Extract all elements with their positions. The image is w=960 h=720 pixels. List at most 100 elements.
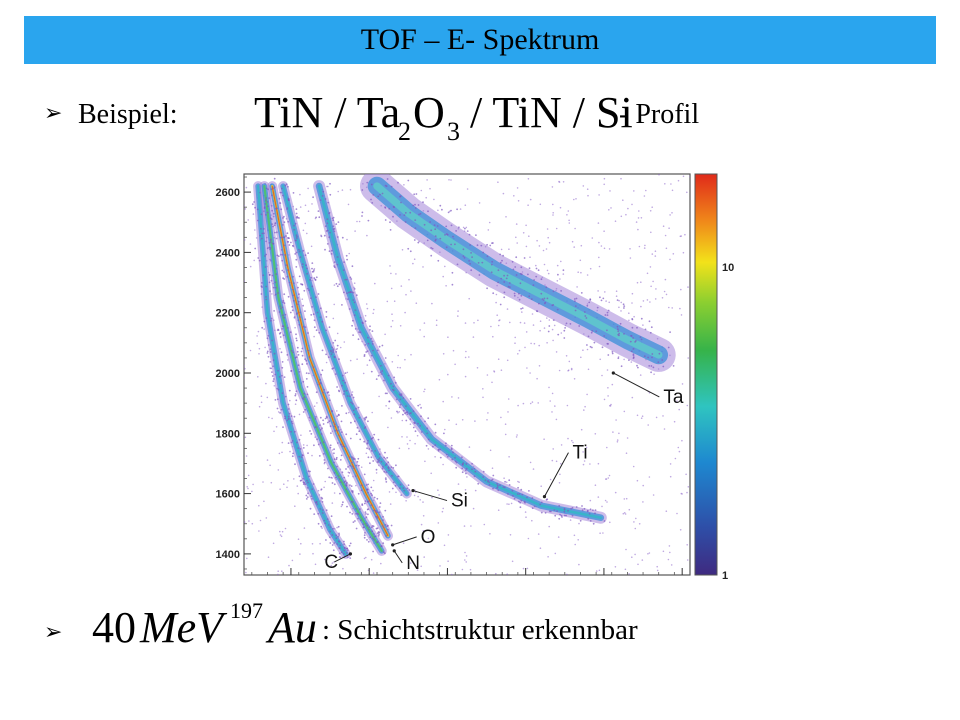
background-count-dot — [358, 220, 361, 223]
background-count-dot — [430, 472, 432, 475]
background-count-dot — [273, 385, 276, 387]
background-count-dot — [279, 488, 281, 491]
background-count-dot — [665, 293, 668, 296]
background-count-dot — [356, 358, 358, 360]
background-count-dot — [294, 505, 296, 508]
background-count-dot — [514, 336, 516, 339]
colorbar-tick-label: 1 — [722, 570, 728, 580]
background-count-dot — [627, 207, 629, 210]
background-count-dot — [529, 372, 531, 374]
background-count-dot — [372, 572, 375, 574]
example-label: Beispiel: — [78, 99, 178, 130]
background-count-dot — [637, 228, 639, 231]
background-count-dot — [527, 204, 529, 206]
background-count-dot — [355, 484, 357, 487]
background-count-dot — [366, 234, 368, 237]
background-count-dot — [521, 311, 523, 313]
background-count-dot — [600, 245, 603, 247]
background-count-dot — [686, 544, 688, 546]
background-count-dot — [422, 501, 424, 503]
background-count-dot — [670, 183, 672, 185]
background-count-dot — [373, 308, 375, 311]
background-count-dot — [472, 507, 475, 510]
background-count-dot — [624, 568, 627, 571]
background-count-dot — [500, 369, 503, 371]
background-count-dot — [524, 346, 526, 349]
background-count-dot — [662, 415, 664, 417]
background-count-dot — [631, 203, 633, 206]
background-count-dot — [272, 542, 275, 545]
background-count-dot — [346, 238, 348, 241]
background-count-dot — [390, 272, 392, 275]
background-count-dot — [641, 415, 644, 417]
background-count-dot — [628, 312, 630, 314]
background-count-dot — [465, 226, 468, 229]
y-tick-label: 2600 — [216, 187, 240, 199]
background-count-dot — [548, 386, 550, 389]
background-count-dot — [518, 349, 521, 352]
background-count-dot — [631, 396, 634, 399]
background-count-dot — [267, 556, 270, 558]
background-count-dot — [582, 463, 585, 466]
background-count-dot — [519, 321, 522, 324]
heatmap-layer — [244, 174, 690, 575]
background-count-dot — [597, 222, 600, 224]
background-count-dot — [331, 502, 334, 504]
background-count-dot — [638, 210, 640, 212]
background-count-dot — [419, 329, 421, 331]
background-count-dot — [603, 247, 606, 250]
background-count-dot — [618, 432, 620, 435]
background-count-dot — [264, 346, 266, 349]
background-count-dot — [313, 335, 315, 338]
background-count-dot — [466, 476, 468, 478]
annotation-arrow — [392, 536, 417, 546]
background-count-dot — [422, 530, 425, 532]
background-count-dot — [569, 519, 572, 521]
background-count-dot — [650, 285, 652, 288]
background-count-dot — [522, 567, 525, 570]
y-tick-label: 2400 — [216, 247, 240, 259]
background-count-dot — [442, 463, 444, 466]
background-count-dot — [677, 446, 680, 449]
annotation-arrow — [334, 553, 351, 563]
background-count-dot — [420, 523, 423, 526]
background-count-dot — [324, 558, 326, 561]
background-count-dot — [333, 492, 336, 494]
background-count-dot — [302, 444, 305, 446]
background-count-dot — [492, 335, 494, 338]
background-count-dot — [661, 297, 664, 299]
background-count-dot — [623, 410, 626, 413]
background-count-dot — [679, 307, 681, 310]
background-count-dot — [517, 404, 519, 407]
background-count-dot — [594, 484, 597, 487]
background-count-dot — [609, 405, 612, 407]
background-count-dot — [670, 564, 673, 566]
background-count-dot — [606, 446, 608, 449]
background-count-dot — [546, 342, 548, 344]
annotation-arrow — [613, 372, 660, 398]
background-count-dot — [583, 460, 586, 462]
background-count-dot — [567, 437, 569, 440]
background-count-dot — [607, 395, 609, 397]
background-count-dot — [442, 400, 444, 403]
background-count-dot — [347, 475, 350, 477]
background-count-dot — [679, 529, 682, 531]
background-count-dot — [416, 434, 419, 437]
background-count-dot — [284, 527, 287, 530]
background-count-dot — [538, 344, 540, 347]
background-count-dot — [307, 210, 310, 212]
background-count-dot — [335, 348, 338, 351]
background-count-dot — [629, 248, 631, 250]
background-count-dot — [573, 198, 575, 201]
background-count-dot — [410, 353, 412, 356]
background-count-dot — [552, 212, 554, 214]
background-count-dot — [464, 375, 467, 378]
background-count-dot — [642, 501, 644, 503]
background-count-dot — [514, 342, 516, 344]
background-count-dot — [464, 559, 466, 561]
background-count-dot — [330, 564, 332, 567]
background-count-dot — [539, 329, 541, 332]
background-count-dot — [597, 290, 599, 292]
y-tick-label: 1400 — [216, 549, 240, 561]
background-count-dot — [299, 206, 302, 208]
